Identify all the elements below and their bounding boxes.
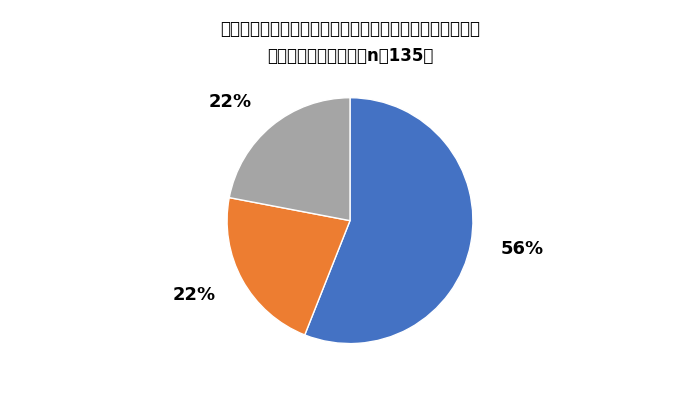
Text: 56%: 56%: [501, 240, 544, 258]
Wedge shape: [227, 198, 350, 335]
Text: などは感じますか？（n＝135）: などは感じますか？（n＝135）: [267, 47, 433, 65]
Text: 座っている時間が長くなることで、体の調子が悪い、不安: 座っている時間が長くなることで、体の調子が悪い、不安: [220, 20, 480, 38]
Wedge shape: [229, 98, 350, 221]
Wedge shape: [304, 98, 473, 344]
Text: 22%: 22%: [209, 93, 252, 111]
Text: 22%: 22%: [172, 286, 216, 304]
